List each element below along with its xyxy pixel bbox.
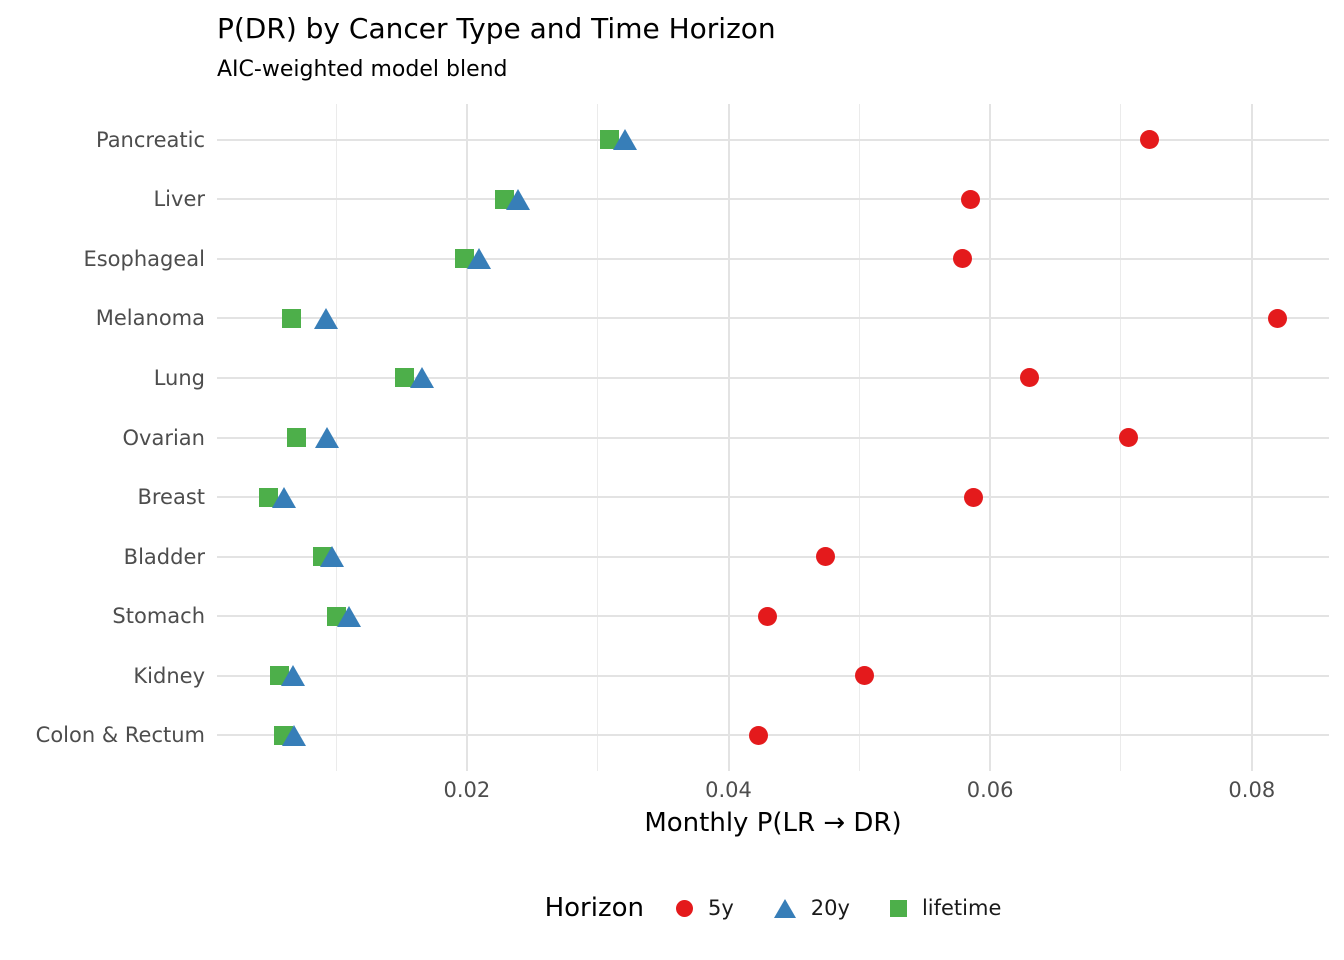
gridline-row-liver [217, 198, 1329, 201]
point-20y-liver [505, 188, 530, 210]
point-5y-liver [961, 189, 981, 209]
x-tick-label-0.06: 0.06 [966, 778, 1014, 802]
x-axis-title: Monthly P(LR → DR) [644, 808, 902, 838]
point-5y-ovarian [1119, 428, 1139, 447]
legend-label-lifetime: lifetime [921, 896, 1002, 920]
legend-title: Horizon [544, 893, 644, 923]
gridline-row-breast [217, 496, 1329, 499]
point-20y-colon-rectum [282, 724, 307, 746]
y-tick-label-liver: Liver [153, 187, 205, 212]
gridline-row-kidney [217, 674, 1329, 677]
point-5y-bladder [815, 547, 835, 567]
x-tick-label-0.04: 0.04 [705, 778, 752, 802]
chart-subtitle: AIC-weighted model blend [217, 57, 508, 82]
y-tick-label-stomach: Stomach [112, 604, 205, 629]
point-20y-kidney [280, 665, 305, 687]
chart-title: P(DR) by Cancer Type and Time Horizon [217, 12, 776, 45]
gridline-row-colon-rectum [217, 734, 1329, 737]
y-tick-label-colon-rectum: Colon & Rectum [35, 723, 205, 748]
legend-item-5y: 5y [676, 896, 734, 920]
point-lifetime-ovarian [287, 428, 307, 447]
y-tick-label-pancreatic: Pancreatic [95, 127, 205, 152]
legend-items: 5y 20y lifetime [676, 896, 1001, 920]
y-tick-label-melanoma: Melanoma [95, 306, 205, 331]
point-20y-pancreatic [613, 129, 638, 151]
gridline-row-esophageal [217, 257, 1329, 260]
gridline-row-melanoma [217, 317, 1329, 320]
x-tick-label-0.08: 0.08 [1228, 778, 1276, 802]
point-5y-pancreatic [1140, 130, 1160, 150]
point-20y-esophageal [466, 248, 491, 270]
gridline-row-lung [217, 376, 1329, 379]
point-5y-stomach [758, 606, 778, 626]
y-tick-label-bladder: Bladder [123, 544, 205, 569]
y-tick-label-kidney: Kidney [133, 663, 205, 688]
point-20y-lung [410, 367, 435, 389]
point-lifetime-lung [394, 368, 414, 388]
point-5y-kidney [855, 666, 875, 686]
legend-item-lifetime: lifetime [889, 896, 1002, 920]
point-5y-esophageal [953, 249, 973, 269]
y-tick-label-ovarian: Ovarian [122, 425, 205, 450]
point-20y-stomach [337, 605, 362, 627]
point-20y-bladder [320, 546, 345, 568]
gridline-row-pancreatic [217, 138, 1329, 141]
x-tick-label-0.02: 0.02 [443, 778, 491, 802]
legend-label-20y: 20y [810, 896, 850, 920]
legend: Horizon 5y 20y lifetime [217, 884, 1329, 932]
point-20y-breast [271, 486, 296, 508]
y-tick-label-esophageal: Esophageal [83, 246, 205, 271]
point-5y-colon-rectum [749, 725, 769, 745]
legend-key-circle-icon [676, 899, 693, 917]
legend-label-5y: 5y [708, 896, 734, 920]
gridline-row-ovarian [217, 436, 1329, 439]
y-tick-label-lung: Lung [153, 365, 205, 390]
legend-key-triangle-icon [773, 898, 796, 918]
point-lifetime-melanoma [282, 308, 302, 328]
point-5y-melanoma [1268, 308, 1288, 328]
legend-key-square-icon [889, 899, 907, 917]
point-5y-lung [1019, 368, 1039, 388]
gridline-row-bladder [217, 555, 1329, 558]
legend-item-20y: 20y [773, 896, 850, 920]
plot-panel [217, 104, 1329, 771]
point-20y-melanoma [313, 307, 338, 329]
y-tick-label-breast: Breast [137, 485, 205, 510]
point-20y-ovarian [314, 427, 339, 448]
point-5y-breast [963, 487, 983, 507]
